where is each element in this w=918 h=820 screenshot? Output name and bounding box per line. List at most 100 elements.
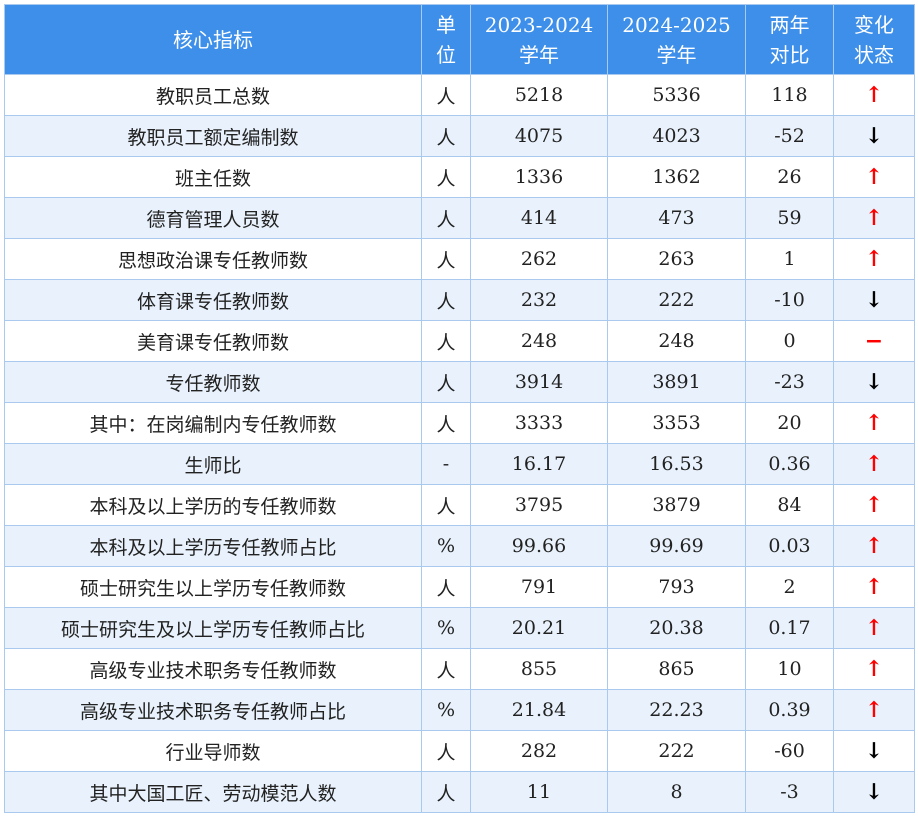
value-cell: 人 [421, 320, 471, 362]
table-row: 其中大国工匠、劳动模范人数人 11 8 -3 ↓ [4, 771, 915, 813]
status-cell: ↓ [833, 115, 915, 157]
table-row: 高级专业技术职务专任教师数人 855 865 10 ↑ [4, 648, 915, 690]
value-cell: 248 [607, 320, 746, 362]
header-cell: 2023-2024 学年 [470, 4, 608, 75]
table-row: 思想政治课专任教师数人 262 263 1 ↑ [4, 238, 915, 280]
value-cell: -60 [745, 730, 834, 772]
table-row: 班主任数人 1336 1362 26 ↑ [4, 156, 915, 198]
value-cell: 人 [421, 115, 471, 157]
value-cell: 人 [421, 197, 471, 239]
indicator-cell: 教职员工额定编制数 [4, 115, 422, 157]
value-cell: 4075 [470, 115, 608, 157]
value-cell: 0.17 [745, 607, 834, 649]
value-cell: 222 [607, 279, 746, 321]
table-row: 本科及以上学历的专任教师数人 3795 3879 84 ↑ [4, 484, 915, 526]
status-cell: ↑ [833, 525, 915, 567]
header-text: 2023-2024 [484, 12, 594, 37]
header-text: 学年 [656, 42, 697, 67]
value-cell: -23 [745, 361, 834, 403]
value-cell: 473 [607, 197, 746, 239]
indicator-cell: 其中大国工匠、劳动模范人数 [4, 771, 422, 813]
indicator-cell: 硕士研究生以上学历专任教师数 [4, 566, 422, 608]
value-cell: 8 [607, 771, 746, 813]
value-cell: 人 [421, 402, 471, 444]
value-cell: 5218 [470, 74, 608, 116]
value-cell: 865 [607, 648, 746, 690]
value-cell: 26 [745, 156, 834, 198]
value-cell: 10 [745, 648, 834, 690]
value-cell: -3 [745, 771, 834, 813]
indicator-cell: 行业导师数 [4, 730, 422, 772]
table-row: 美育课专任教师数人 248 248 0− [4, 320, 915, 362]
table-row: 生师比 -16.17 16.53 0.36 ↑ [4, 443, 915, 485]
header-text: 状态 [854, 42, 894, 67]
value-cell: 3353 [607, 402, 746, 444]
indicator-cell: 高级专业技术职务专任教师占比 [4, 689, 422, 731]
value-cell: -52 [745, 115, 834, 157]
header-cell: 单位 [421, 4, 471, 75]
value-cell: 20 [745, 402, 834, 444]
status-cell: ↑ [833, 648, 915, 690]
status-cell: ↑ [833, 197, 915, 239]
value-cell: 3914 [470, 361, 608, 403]
status-cell: ↓ [833, 279, 915, 321]
value-cell: 20.38 [607, 607, 746, 649]
value-cell: 59 [745, 197, 834, 239]
table-row: 本科及以上学历专任教师占比% 99.66 99.69 0.03 ↑ [4, 525, 915, 567]
status-cell: ↑ [833, 689, 915, 731]
status-cell: ↑ [833, 74, 915, 116]
value-cell: 855 [470, 648, 608, 690]
value-cell: 248 [470, 320, 608, 362]
value-cell: 2 [745, 566, 834, 608]
value-cell: 282 [470, 730, 608, 772]
value-cell: 118 [745, 74, 834, 116]
value-cell: 16.53 [607, 443, 746, 485]
status-cell: ↑ [833, 484, 915, 526]
value-cell: % [421, 689, 471, 731]
value-cell: 人 [421, 771, 471, 813]
table-row: 其中：在岗编制内专任教师数人 3333 3353 20 ↑ [4, 402, 915, 444]
status-cell: ↓ [833, 730, 915, 772]
value-cell: 0.39 [745, 689, 834, 731]
status-cell: ↓ [833, 361, 915, 403]
indicator-cell: 硕士研究生及以上学历专任教师占比 [4, 607, 422, 649]
value-cell: 99.66 [470, 525, 608, 567]
value-cell: -10 [745, 279, 834, 321]
header-row: 核心指标单位 2023-2024 学年 2024-2025 学年 两年 对比 变化 状态 [4, 4, 915, 75]
value-cell: 3891 [607, 361, 746, 403]
value-cell: 1 [745, 238, 834, 280]
header-text: 变化 [854, 12, 894, 37]
header-cell: 2024-2025 学年 [607, 4, 746, 75]
table-row: 体育课专任教师数人 232 222 -10 ↓ [4, 279, 915, 321]
indicator-cell: 生师比 [4, 443, 422, 485]
value-cell: 3333 [470, 402, 608, 444]
table-row: 高级专业技术职务专任教师占比% 21.84 22.23 0.39 ↑ [4, 689, 915, 731]
value-cell: 16.17 [470, 443, 608, 485]
indicator-cell: 本科及以上学历的专任教师数 [4, 484, 422, 526]
value-cell: 0.03 [745, 525, 834, 567]
header-text: 学年 [519, 42, 559, 67]
value-cell: 1362 [607, 156, 746, 198]
value-cell: 5336 [607, 74, 746, 116]
indicator-cell: 高级专业技术职务专任教师数 [4, 648, 422, 690]
indicator-cell: 美育课专任教师数 [4, 320, 422, 362]
value-cell: 人 [421, 566, 471, 608]
value-cell: 222 [607, 730, 746, 772]
value-cell: 414 [470, 197, 608, 239]
header-cell: 核心指标 [4, 4, 422, 75]
indicator-cell: 思想政治课专任教师数 [4, 238, 422, 280]
value-cell: 0.36 [745, 443, 834, 485]
value-cell: 3795 [470, 484, 608, 526]
value-cell: 人 [421, 279, 471, 321]
data-table: 核心指标单位 2023-2024 学年 2024-2025 学年 两年 对比 变化 状态 教职员… [4, 4, 915, 813]
value-cell: 232 [470, 279, 608, 321]
header-cell: 变化 状态 [833, 4, 915, 75]
value-cell: 262 [470, 238, 608, 280]
table-row: 教职员工额定编制数人 4075 4023 -52 ↓ [4, 115, 915, 157]
value-cell: - [421, 443, 471, 485]
value-cell: 263 [607, 238, 746, 280]
header-text: 两年 [769, 12, 810, 37]
header-text: 位 [436, 42, 456, 67]
status-cell: ↑ [833, 566, 915, 608]
